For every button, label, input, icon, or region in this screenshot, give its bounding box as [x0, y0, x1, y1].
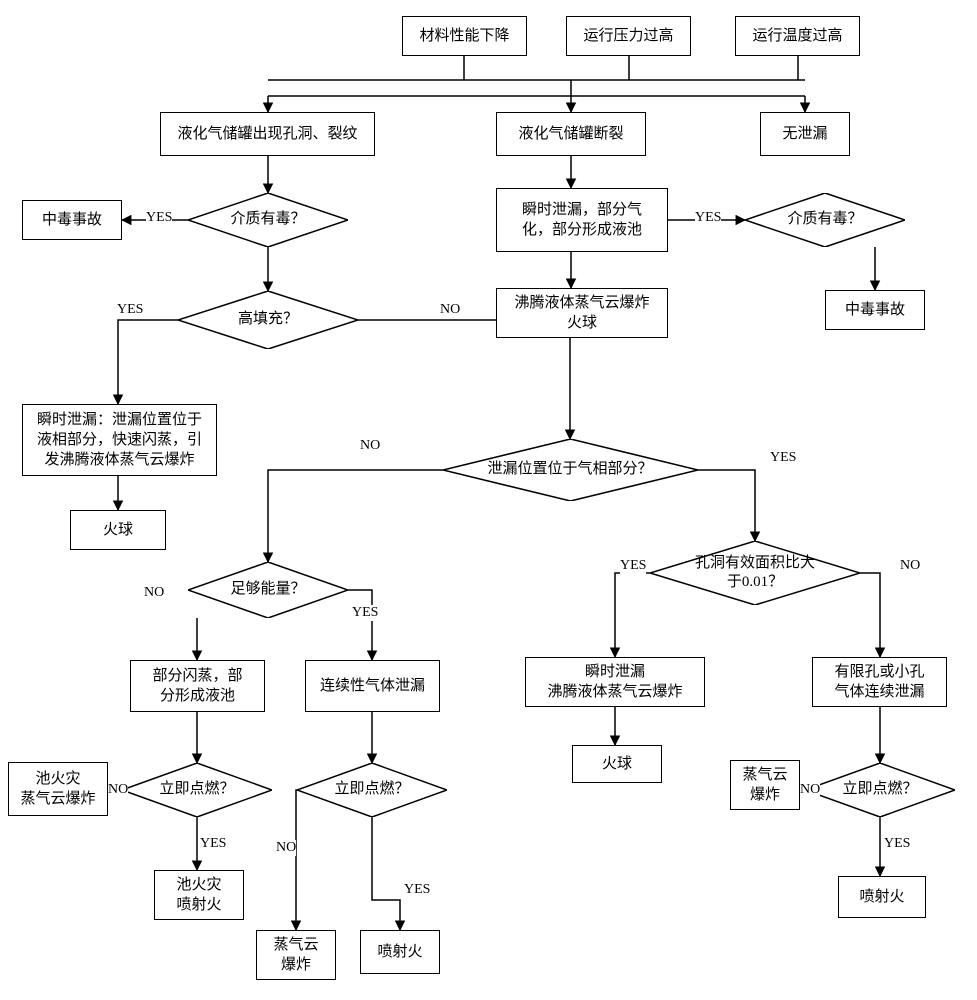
node-bleve: 瞬时泄漏沸腾液体蒸气云爆炸 [525, 657, 705, 707]
node-pool_vce: 池火灾蒸气云爆炸 [8, 762, 108, 816]
label-l2: YES [117, 302, 143, 318]
node-jet_l: 喷射火 [360, 930, 440, 974]
node-d_fill: 高填充？ [178, 291, 358, 349]
label-l13: NO [276, 840, 296, 856]
label-l11: NO [108, 782, 128, 798]
node-d_energy: 足够能量？ [188, 562, 348, 618]
node-jet_r: 喷射火 [838, 876, 926, 918]
label-l1: YES [146, 210, 172, 226]
node-vce_l: 蒸气云爆炸 [256, 930, 336, 980]
node-top3: 运行温度过高 [735, 16, 860, 56]
node-poison2: 中毒事故 [825, 290, 925, 330]
label-l6: YES [770, 450, 796, 466]
node-fireball_l: 火球 [70, 510, 166, 550]
node-fireball_m: 火球 [572, 745, 662, 783]
node-fill_yes: 瞬时泄漏：泄漏位置位于液相部分，快速闪蒸，引发沸腾液体蒸气云爆炸 [22, 404, 217, 476]
node-d_gasphase: 泄漏位置位于气相部分？ [443, 439, 698, 501]
node-top2: 运行压力过高 [566, 16, 691, 56]
node-b2_leak: 瞬时泄漏，部分气化，部分形成液池 [496, 188, 668, 252]
label-l16: YES [884, 836, 910, 852]
node-b2_result: 沸腾液体蒸气云爆炸火球 [496, 288, 668, 338]
node-cont_leak: 连续性气体泄漏 [305, 660, 440, 712]
label-l14: YES [404, 882, 430, 898]
node-d_toxic_l: 介质有毒？ [188, 193, 348, 247]
node-part_flash: 部分闪蒸，部分形成液池 [130, 660, 265, 712]
label-l12: YES [200, 836, 226, 852]
node-poison1: 中毒事故 [22, 200, 122, 240]
node-d_toxic_r: 介质有毒？ [745, 193, 905, 247]
node-d_area: 孔洞有效面积比大于0.01？ [650, 541, 860, 605]
node-limited_leak: 有限孔或小孔气体连续泄漏 [812, 657, 947, 707]
label-l7: YES [620, 558, 646, 574]
label-l3: NO [440, 302, 460, 318]
label-l8: NO [900, 558, 920, 574]
label-l4: YES [695, 210, 721, 226]
label-l9: NO [144, 585, 164, 601]
node-d_ign_m: 立即点燃？ [297, 763, 447, 817]
node-d_ign_r: 立即点燃？ [805, 763, 955, 817]
label-l5: NO [360, 438, 380, 454]
label-l15: NO [800, 782, 820, 798]
node-pool_jet: 池火灾喷射火 [154, 870, 244, 920]
label-l10: YES [352, 605, 378, 621]
node-b3: 无泄漏 [760, 112, 850, 156]
node-b2: 液化气储罐断裂 [496, 112, 646, 156]
node-vce_r: 蒸气云爆炸 [730, 760, 800, 810]
node-d_ign_l: 立即点燃？ [122, 763, 272, 817]
node-top1: 材料性能下降 [402, 16, 527, 56]
node-b1: 液化气储罐出现孔洞、裂纹 [160, 112, 375, 156]
